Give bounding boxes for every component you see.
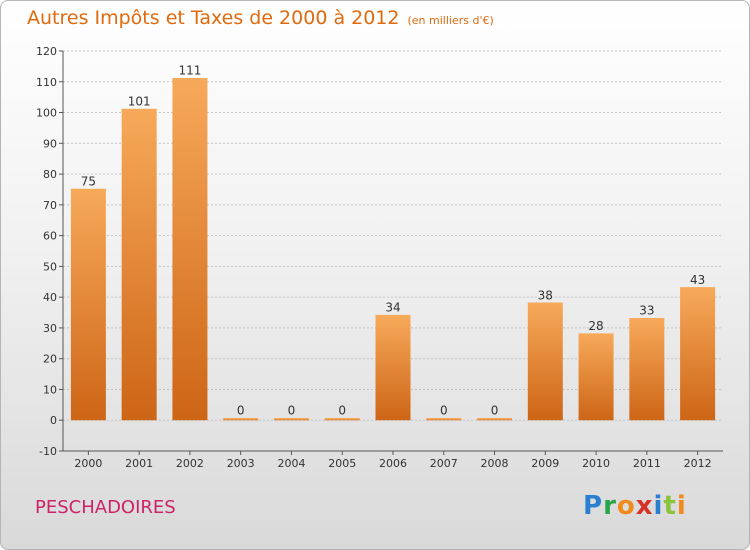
data-label-2011: 33: [639, 304, 654, 318]
x-tick-label: 2007: [430, 457, 458, 470]
bar-2000: [70, 189, 106, 421]
data-label-2004: 0: [288, 404, 296, 418]
y-tick-label: 20: [43, 353, 57, 366]
y-tick-label: 110: [36, 76, 57, 89]
x-tick-label: 2001: [125, 457, 153, 470]
data-label-2000: 75: [81, 174, 96, 188]
data-label-2005: 0: [338, 404, 346, 418]
logo-letter: r: [603, 491, 617, 521]
bar-2012: [680, 287, 716, 421]
logo-letter: i: [653, 491, 664, 521]
subtitle-text: (en milliers d'€): [407, 14, 494, 27]
x-tick-label: 2006: [379, 457, 407, 470]
x-tick-label: 2008: [481, 457, 509, 470]
y-tick-label: 120: [36, 45, 57, 58]
data-label-2008: 0: [491, 404, 499, 418]
bar-2009: [527, 303, 563, 421]
bar-2006: [375, 315, 411, 421]
bar-2011: [629, 318, 665, 421]
x-tick-label: 2009: [531, 457, 559, 470]
logo-letter: t: [663, 491, 677, 521]
data-label-2002: 111: [178, 64, 201, 78]
data-label-2012: 43: [690, 273, 705, 287]
y-tick-label: 100: [36, 107, 57, 120]
x-tick-label: 2005: [328, 457, 356, 470]
y-tick-label: 90: [43, 137, 57, 150]
x-tick-label: 2004: [277, 457, 305, 470]
bar-2001: [121, 109, 157, 421]
y-tick-label: 50: [43, 260, 57, 273]
y-tick-label: 40: [43, 291, 57, 304]
y-tick-label: 60: [43, 230, 57, 243]
logo-letter: i: [676, 491, 687, 521]
data-label-2001: 101: [128, 94, 151, 108]
y-tick-label: 10: [43, 383, 57, 396]
logo-letter: P: [583, 491, 604, 521]
x-tick-label: 2000: [74, 457, 102, 470]
x-tick-label: 2003: [227, 457, 255, 470]
logo-letter: x: [635, 491, 654, 521]
x-tick-label: 2012: [684, 457, 712, 470]
y-tick-label: 30: [43, 322, 57, 335]
data-label-2010: 28: [588, 319, 603, 333]
data-label-2007: 0: [440, 404, 448, 418]
y-tick-label: -10: [39, 445, 57, 458]
proxiti-logo: Proxiti: [583, 491, 687, 521]
bar-2010: [578, 334, 614, 421]
commune-name: PESCHADOIRES: [35, 497, 176, 518]
y-tick-label: 0: [50, 414, 57, 427]
x-tick-label: 2011: [633, 457, 661, 470]
data-label-2003: 0: [237, 404, 245, 418]
title-text: Autres Impôts et Taxes de 2000 à 2012: [27, 7, 400, 29]
logo-letter: o: [616, 491, 636, 521]
data-label-2009: 38: [538, 288, 553, 302]
y-tick-label: 80: [43, 168, 57, 181]
bar-2002: [172, 78, 208, 421]
y-tick-label: 70: [43, 199, 57, 212]
data-label-2006: 34: [385, 301, 400, 315]
x-tick-label: 2002: [176, 457, 204, 470]
chart-title: Autres Impôts et Taxes de 2000 à 2012 (en…: [27, 7, 494, 29]
x-tick-label: 2010: [582, 457, 610, 470]
